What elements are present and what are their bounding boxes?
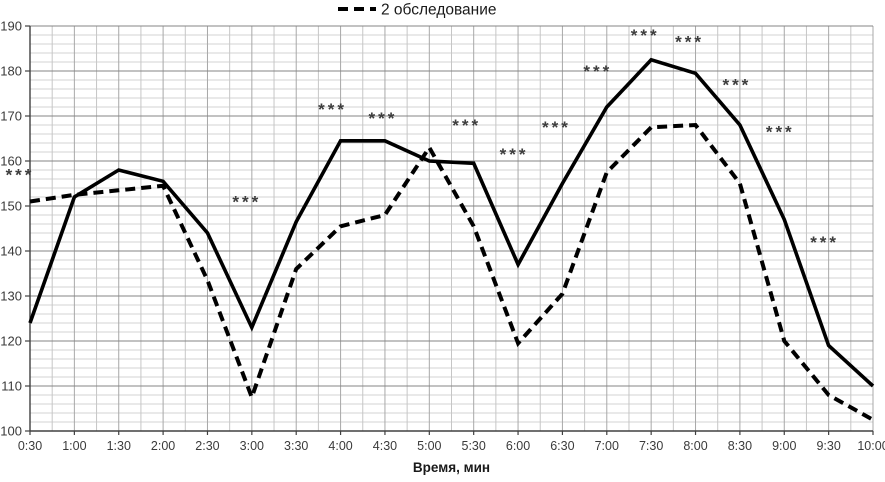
significance-stars: *** [452,116,481,135]
x-tick-label: 2:00 [151,439,175,453]
x-tick-labels: 0:30 1:00 1:30 2:00 2:30 3:00 3:30 4:00 4:30 5:00… [18,439,885,453]
x-tick-label: 6:30 [550,439,574,453]
y-tick-labels: 100 110 120 130 140 150 160 170 180 190 [0,19,22,439]
x-tick-label: 4:00 [328,439,352,453]
legend: 2 обследование [338,2,497,19]
x-tick-label: 7:00 [595,439,619,453]
annotations: *** *** *** *** *** *** *** *** *** *** *** *** *** [6,26,839,252]
x-tick-label: 8:00 [683,439,707,453]
y-tick-label: 100 [0,424,22,439]
series-line-dashed [29,122,874,422]
y-tick-label: 120 [0,334,22,349]
x-tick-label: 0:30 [18,439,42,453]
x-tick-label: 9:30 [816,439,840,453]
x-tick-label: 3:00 [240,439,264,453]
significance-stars: *** [675,33,704,52]
x-gridlines [51,26,874,431]
x-axis-title: Время, мин [413,460,490,475]
x-tick-label: 10:00 [857,439,885,453]
y-tick-label: 160 [0,154,22,169]
significance-stars: *** [542,118,571,137]
significance-stars: *** [722,75,751,94]
significance-stars: *** [810,233,839,252]
series-line-solid [28,57,875,388]
legend-label: 2 обследование [381,2,497,19]
y-tick-label: 110 [1,379,22,394]
significance-stars: *** [232,192,261,211]
x-tick-label: 5:00 [417,439,441,453]
significance-stars: *** [766,123,795,142]
x-tick-label: 4:30 [373,439,397,453]
x-tick-label: 2:30 [195,439,219,453]
x-tick-label: 6:00 [506,439,530,453]
x-tick-label: 5:30 [462,439,486,453]
x-tick-label: 1:30 [107,439,131,453]
significance-stars: *** [318,100,347,119]
x-tick-label: 7:30 [639,439,663,453]
x-tick-label: 9:00 [772,439,796,453]
significance-stars: *** [369,109,398,128]
significance-stars: *** [631,26,660,45]
axes [25,25,874,435]
y-tick-label: 170 [0,109,22,124]
x-tick-label: 8:30 [728,439,752,453]
significance-stars: *** [6,165,35,184]
y-tick-label: 150 [0,199,22,214]
significance-stars: *** [583,62,612,81]
y-tick-label: 130 [0,289,22,304]
significance-stars: *** [500,145,529,164]
y-tick-label: 180 [0,64,22,79]
x-tick-label: 3:30 [284,439,308,453]
y-tick-label: 190 [0,19,22,34]
x-tick-label: 1:00 [62,439,86,453]
y-tick-label: 140 [0,244,22,259]
